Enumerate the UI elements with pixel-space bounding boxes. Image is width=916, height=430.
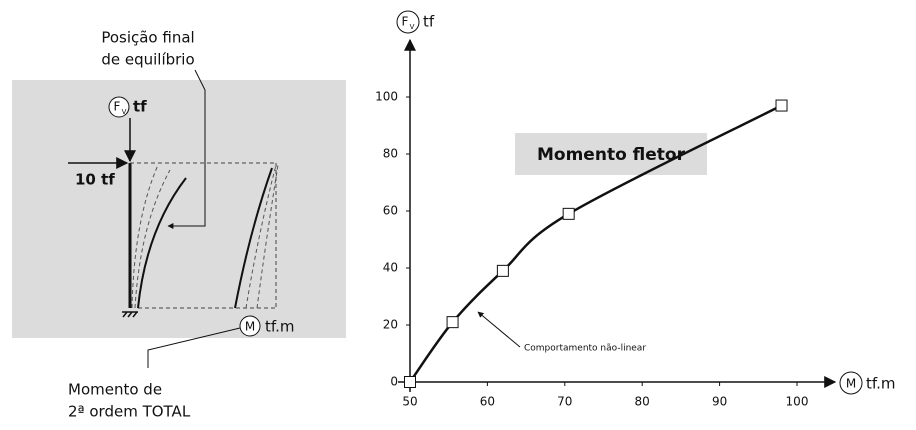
moment-unit: tf.m: [265, 318, 294, 336]
x-axis-unit: tf.m: [866, 375, 895, 393]
moment-diagram: [234, 167, 273, 309]
y-tick-label: 80: [383, 147, 398, 161]
annotation: Comportamento não-linear: [524, 344, 646, 354]
y-axis-subscript: V: [410, 23, 415, 31]
x-axis-symbol: [839, 371, 863, 395]
y-axis-unit: tf: [423, 13, 435, 31]
moment-symbol: [239, 315, 261, 337]
final-position-label: Posição final: [101, 29, 194, 47]
data-point: [404, 376, 416, 388]
x-tick-label: 90: [712, 395, 727, 409]
x-tick-label: 80: [635, 395, 650, 409]
data-point: [446, 316, 459, 329]
force-symbol: [108, 96, 130, 118]
diagram-panel: [12, 80, 346, 338]
final-shape: [137, 177, 187, 309]
deformed-shape: [134, 169, 171, 309]
structure-diagram: Posição final de equilíbrio F V tf 10 tf…: [12, 29, 346, 421]
leader-line: [167, 69, 206, 229]
support: [122, 311, 138, 318]
y-tick-label: 20: [383, 318, 398, 332]
force-symbol-text: F: [114, 100, 121, 114]
data-point: [775, 99, 788, 112]
data-line: [408, 104, 783, 383]
y-axis-symbol: [396, 10, 420, 34]
moment-diagram: [256, 164, 279, 309]
final-position-label: de equilíbrio: [101, 51, 194, 69]
annotation-leader: [477, 311, 521, 348]
x-tick-label: 70: [557, 395, 572, 409]
x-tick-label: 60: [480, 395, 495, 409]
moment-label: Momento de: [68, 381, 162, 399]
force-subscript: V: [122, 108, 127, 116]
annotation: Momento fletor: [537, 145, 686, 165]
moment-label: 2ª ordem TOTAL: [68, 403, 191, 421]
annotation-box: [515, 133, 707, 175]
load-label: 10 tf: [75, 171, 115, 189]
x-axis-symbol-text: M: [846, 377, 856, 391]
y-axis-symbol-text: F: [402, 15, 409, 29]
y-tick-label: 60: [383, 204, 398, 218]
x-tick-label: 50: [402, 395, 417, 409]
force-unit: tf: [133, 98, 147, 116]
data-point: [562, 207, 575, 220]
data-point: [496, 264, 509, 277]
deformed-shape: [131, 164, 159, 309]
y-tick-label: 40: [383, 261, 398, 275]
y-tick-label: 100: [375, 90, 398, 104]
leader-line: [147, 327, 241, 368]
x-tick-label: 100: [786, 395, 809, 409]
moment-diagram: [245, 164, 277, 309]
moment-symbol-text: M: [245, 320, 255, 334]
y-tick-label: 0: [390, 375, 398, 389]
